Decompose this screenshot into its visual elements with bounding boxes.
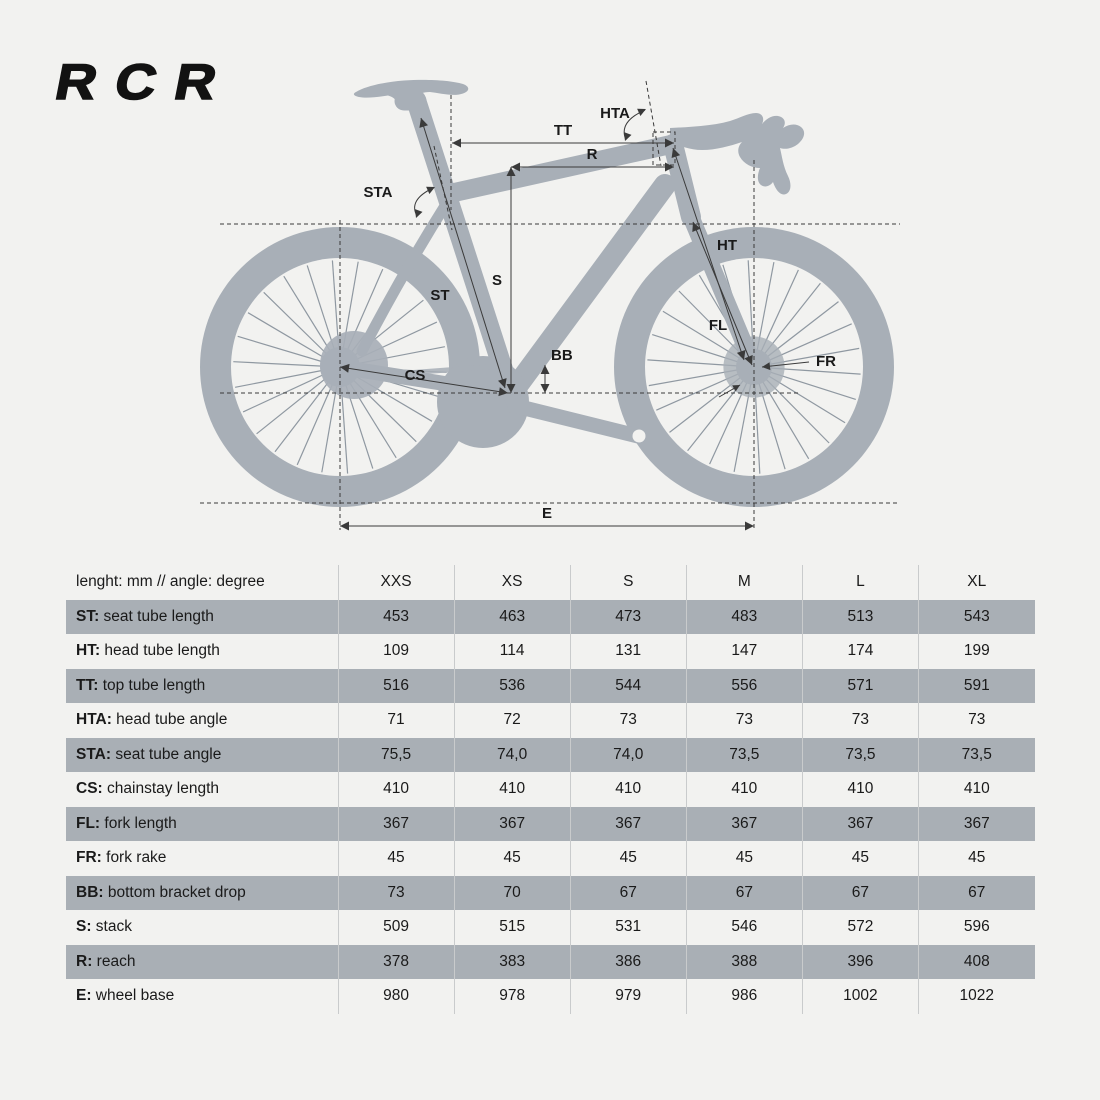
svg-text:CS: CS [405,367,426,384]
svg-text:HT: HT [717,237,737,254]
svg-text:STA: STA [364,184,393,201]
svg-text:S: S [492,272,502,289]
svg-text:E: E [542,505,552,522]
svg-text:HTA: HTA [600,105,630,122]
svg-text:FR: FR [816,353,836,370]
svg-text:R: R [587,146,598,163]
svg-text:TT: TT [554,122,572,139]
svg-text:ST: ST [430,287,449,304]
svg-text:FL: FL [709,317,727,334]
svg-text:BB: BB [551,347,573,364]
